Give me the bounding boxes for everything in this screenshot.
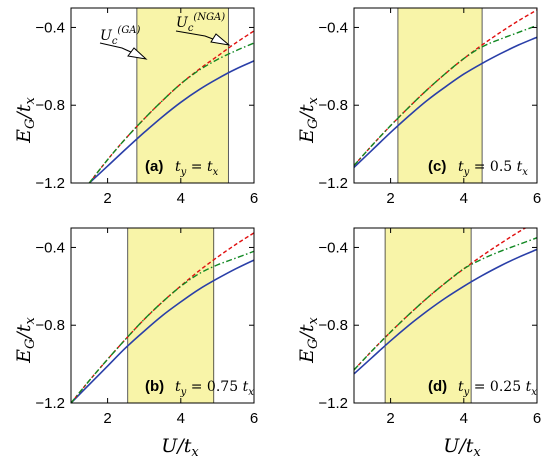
critical-band [127,227,215,404]
panel-c: 2 4 6 −1.2 −0.8 −0.4 (c) ty = 0.5 tx [318,7,541,207]
panel-tag: (b) [145,378,164,395]
panel-condition: ty = 0.75 tx [175,379,254,398]
y-tick-label: −1.2 [318,395,348,412]
plot-frame [353,7,538,184]
panel-condition: ty = 0.25 tx [458,379,537,398]
series-dashed [71,232,254,403]
y-tick-label: −0.4 [318,239,348,256]
x-tick-label: 4 [177,190,185,207]
svg-text:EG/tx: EG/tx [13,97,38,144]
ylabel-bottom: EG/tx [13,317,38,364]
panel-b: 2 4 6 −1.2 −0.8 −0.4 (b) ty = 0.75 tx [35,227,258,427]
panel-tag: (d) [428,378,447,395]
x-tick-label: 4 [177,410,185,427]
annotation-uc-nga: Uc(NGA) [175,12,231,46]
svg-text:EG/tx: EG/tx [13,317,38,364]
panel-d: 2 4 6 −1.2 −0.8 −0.4 (d) ty = 0.25 tx [318,227,541,427]
y-tick-label: −0.8 [35,97,65,114]
series-solid [354,248,537,375]
y-tick-label: −0.8 [318,317,348,334]
critical-band [384,227,472,404]
plot-frame [70,7,255,184]
panel-condition: ty = 0.5 tx [458,159,528,178]
svg-text:EG/tx: EG/tx [296,317,321,364]
series-solid [354,36,537,168]
series-dashdot [354,24,537,166]
series-dashed [88,30,254,183]
y-tick-label: −0.8 [35,317,65,334]
svg-text:EG/tx: EG/tx [296,97,321,144]
y-tick-label: −0.4 [35,239,65,256]
x-tick-label: 4 [460,410,468,427]
series-dashdot [88,42,254,183]
y-tick-label: −1.2 [35,395,65,412]
ylabel-bottom-right: EG/tx [296,317,321,364]
y-tick-label: −0.4 [318,19,348,36]
critical-band [136,7,229,184]
x-tick-label: 6 [533,410,541,427]
y-tick-label: −1.2 [35,175,65,192]
ylabel-top-right: EG/tx [296,97,321,144]
svg-text:Uc(GA): Uc(GA) [100,25,141,47]
annotation-arrowhead-nga [210,33,231,46]
panel-condition: ty = tx [175,159,219,178]
y-tick-label: −0.8 [318,97,348,114]
critical-band [397,7,483,184]
y-tick-label: −0.4 [35,19,65,36]
series-dashdot [71,250,254,403]
x-tick-label: 6 [533,190,541,207]
ylabel-top: EG/tx [13,97,38,144]
panels-group: 2 4 6 −1.2 −0.8 −0.4 (a) ty = tx 2 4 6 −1.2 −0.8 −0.4… [35,7,541,427]
xlabel-right: U/tx [443,435,481,460]
panel-tag: (a) [145,158,163,175]
x-tick-label: 6 [250,410,258,427]
y-tick-label: −1.2 [318,175,348,192]
x-tick-label: 2 [386,190,394,207]
panel-tag: (c) [428,158,446,175]
series-dashdot [354,237,537,371]
x-tick-label: 2 [386,410,394,427]
xlabel-left: U/tx [161,435,199,460]
series-solid [71,259,254,403]
x-tick-label: 6 [250,190,258,207]
plot-frame [353,227,538,404]
x-tick-label: 2 [103,410,111,427]
x-tick-label: 4 [460,190,468,207]
panel-a: 2 4 6 −1.2 −0.8 −0.4 (a) ty = tx [35,7,258,207]
series-solid [88,60,254,183]
annotation-uc-ga: Uc(GA) [99,25,148,60]
plot-frame [70,227,255,404]
svg-text:Uc(NGA): Uc(NGA) [176,12,225,34]
annotation-arrowhead-ga [127,47,148,60]
x-tick-label: 2 [103,190,111,207]
